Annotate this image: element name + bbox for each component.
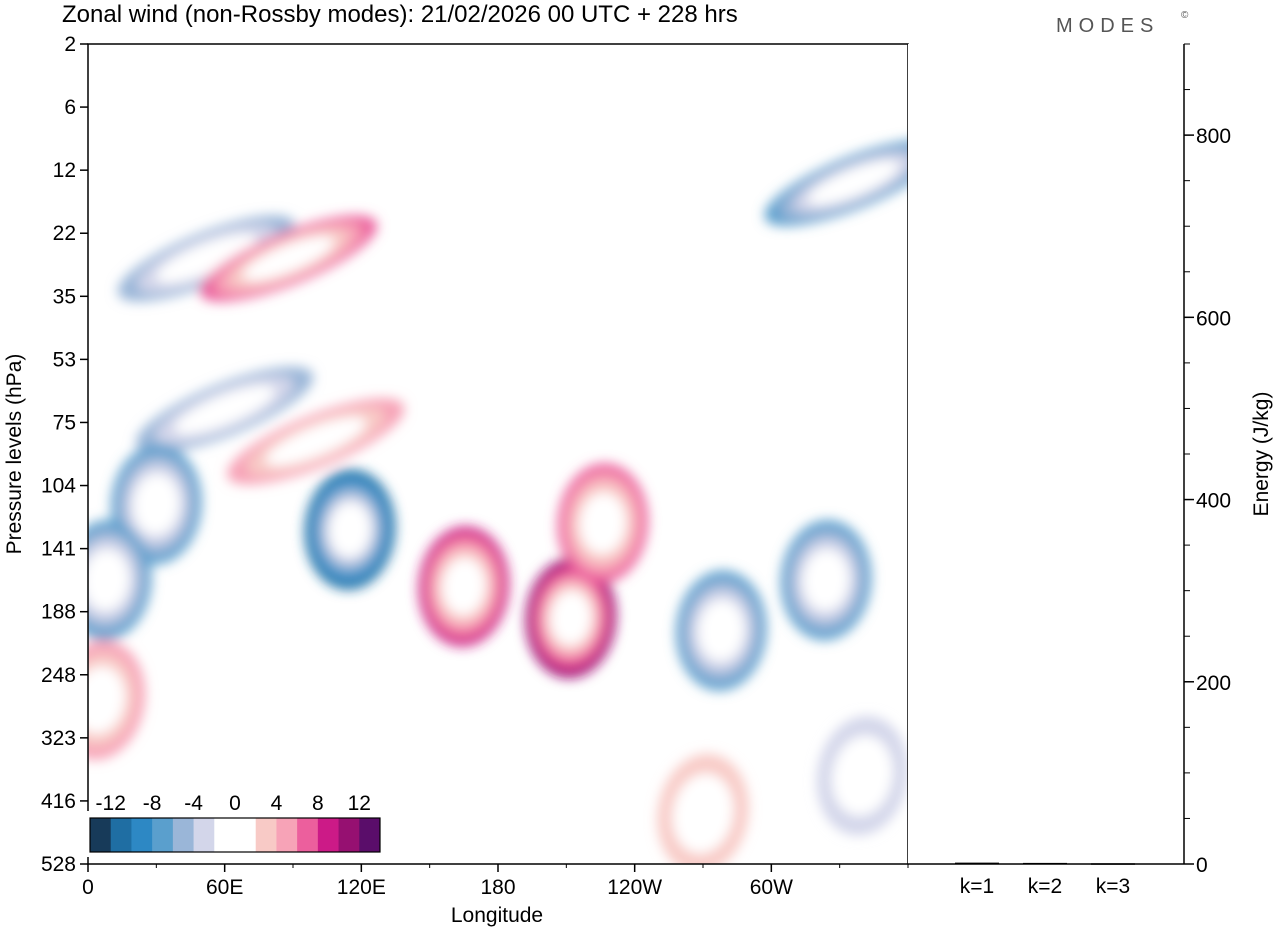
y-tick-label: 416 xyxy=(41,790,76,813)
colorbar-swatch xyxy=(338,818,360,852)
colorbar-swatch xyxy=(90,818,112,852)
colorbar-label: 4 xyxy=(271,792,283,815)
energy-y-axis: 0 200 400 600 800 xyxy=(1184,43,1231,877)
field-feature-negative-core-east xyxy=(676,570,767,691)
wind-field xyxy=(88,44,908,864)
contour-positive-lower-band-1 xyxy=(672,773,734,854)
field-feature-negative-core-104 xyxy=(304,469,396,590)
field-feature-positive-core-141 xyxy=(418,526,509,647)
colorbar-label: 0 xyxy=(229,792,241,815)
field-feature-positive-band-mid xyxy=(227,398,405,485)
field-feature-negative-band-upper xyxy=(117,215,296,302)
y-tick-label: 22 xyxy=(53,222,76,245)
energy-tick-label: 800 xyxy=(1196,125,1231,148)
energy-category-label: k=1 xyxy=(960,875,994,898)
contour-negative-core-141-west-1 xyxy=(88,549,130,611)
colorbar-swatch xyxy=(110,818,132,852)
y-tick-label: 141 xyxy=(41,538,76,561)
contour-negative-core-east-1 xyxy=(698,599,745,662)
contour-negative-core-far-east-1 xyxy=(802,549,850,611)
energy-panel xyxy=(908,44,1184,864)
contour-negative-upper-east-1 xyxy=(807,160,899,205)
energy-tick-label: 600 xyxy=(1196,307,1231,330)
field-feature-negative-core-far-east xyxy=(780,520,872,641)
energy-bar-k=3 xyxy=(1091,863,1135,865)
colorbar-swatch xyxy=(235,818,257,852)
contour-negative-lower-band-1 xyxy=(831,735,894,816)
y-tick-label: 12 xyxy=(53,159,76,182)
y-tick-label: 6 xyxy=(64,96,76,119)
colorbar-swatch xyxy=(297,818,319,852)
contour-negative-band-upper-1 xyxy=(156,234,257,283)
field-feature-negative-core-141-west xyxy=(88,520,152,641)
energy-tick-label: 400 xyxy=(1196,490,1231,513)
colorbar-swatch xyxy=(214,818,236,852)
colorbar-label: -8 xyxy=(143,792,162,815)
colorbar-swatch xyxy=(276,818,298,852)
colorbar-swatch xyxy=(317,818,340,852)
energy-bar-k=1 xyxy=(955,862,999,865)
x-tick-label: 180 xyxy=(480,876,515,899)
x-axis-label: Longitude xyxy=(451,904,543,927)
energy-category-label: k=3 xyxy=(1096,875,1130,898)
colorbar-swatch xyxy=(193,818,215,852)
field-feature-negative-upper-east xyxy=(764,139,908,226)
heatmap-x-axis: 0 60E 120E 180 120W 60W xyxy=(82,864,909,899)
field-feature-negative-lower-band xyxy=(816,716,908,836)
colorbar-label: -12 xyxy=(96,792,126,815)
field-feature-positive-lower-west xyxy=(88,640,145,760)
field-feature-negative-band-mid xyxy=(136,366,314,453)
y-tick-label: 528 xyxy=(41,853,76,876)
field-feature-positive-band-upper xyxy=(199,215,378,302)
y-tick-label: 104 xyxy=(41,475,76,498)
y-tick-label: 53 xyxy=(53,348,76,371)
colorbar-label: -4 xyxy=(184,792,203,815)
y-tick-label: 35 xyxy=(53,285,76,308)
heatmap-y-axis: 2 6 12 22 35 53 75 104 141 188 248 323 416 528 xyxy=(41,33,88,876)
contour-positive-core-188-1 xyxy=(550,590,592,646)
contour-positive-core-141-1 xyxy=(442,557,486,616)
y-tick-label: 2 xyxy=(64,33,76,56)
y-tick-label: 75 xyxy=(53,411,76,434)
y-axis-label: Pressure levels (hPa) xyxy=(3,354,26,555)
y-tick-label: 248 xyxy=(41,664,76,687)
colorbar-frame xyxy=(89,817,381,853)
contour-negative-band-mid-1 xyxy=(174,385,275,435)
colorbar-swatch xyxy=(172,818,195,852)
x-tick-label: 60W xyxy=(750,876,793,899)
colorbar-swatch xyxy=(255,818,277,852)
field-feature-positive-core-104-east xyxy=(557,463,648,584)
brand-logo: MODES xyxy=(1056,15,1159,37)
colorbar-label: 8 xyxy=(312,792,324,815)
energy-tick-label: 200 xyxy=(1196,672,1231,695)
colorbar-label: 12 xyxy=(348,792,371,815)
contour-positive-band-mid-1 xyxy=(265,417,366,466)
x-tick-label: 60E xyxy=(206,876,243,899)
energy-bar-k=2 xyxy=(1023,862,1067,865)
colorbar-swatch xyxy=(152,818,174,852)
field-feature-positive-lower-band xyxy=(657,753,749,864)
contour-positive-lower-west-1 xyxy=(88,666,126,734)
colorbar-swatch xyxy=(359,818,381,852)
field-feature-positive-core-188 xyxy=(525,558,616,678)
x-tick-label: 0 xyxy=(82,876,94,899)
contour-negative-core-104-1 xyxy=(329,502,371,558)
colorbar-swatch xyxy=(131,818,153,852)
x-tick-label: 120W xyxy=(607,876,662,899)
contour-positive-core-104-east-1 xyxy=(579,492,626,555)
energy-tick-label: 0 xyxy=(1196,854,1208,877)
y-tick-label: 188 xyxy=(41,601,76,624)
contour-positive-band-upper-1 xyxy=(243,236,334,281)
chart-title: Zonal wind (non-Rossby modes): 21/02/202… xyxy=(62,1,738,28)
colorbar: -12 -8 -4 0 4 8 12 xyxy=(89,792,381,853)
brand-mark: © xyxy=(1181,10,1189,21)
energy-category-label: k=2 xyxy=(1028,875,1062,898)
x-tick-label: 120E xyxy=(337,876,386,899)
energy-bars: k=1 k=2 k=3 xyxy=(955,862,1135,898)
contour-negative-core-104-west-1 xyxy=(133,473,180,536)
energy-axis-label: Energy (J/kg) xyxy=(1250,392,1273,517)
y-tick-label: 323 xyxy=(41,727,76,750)
